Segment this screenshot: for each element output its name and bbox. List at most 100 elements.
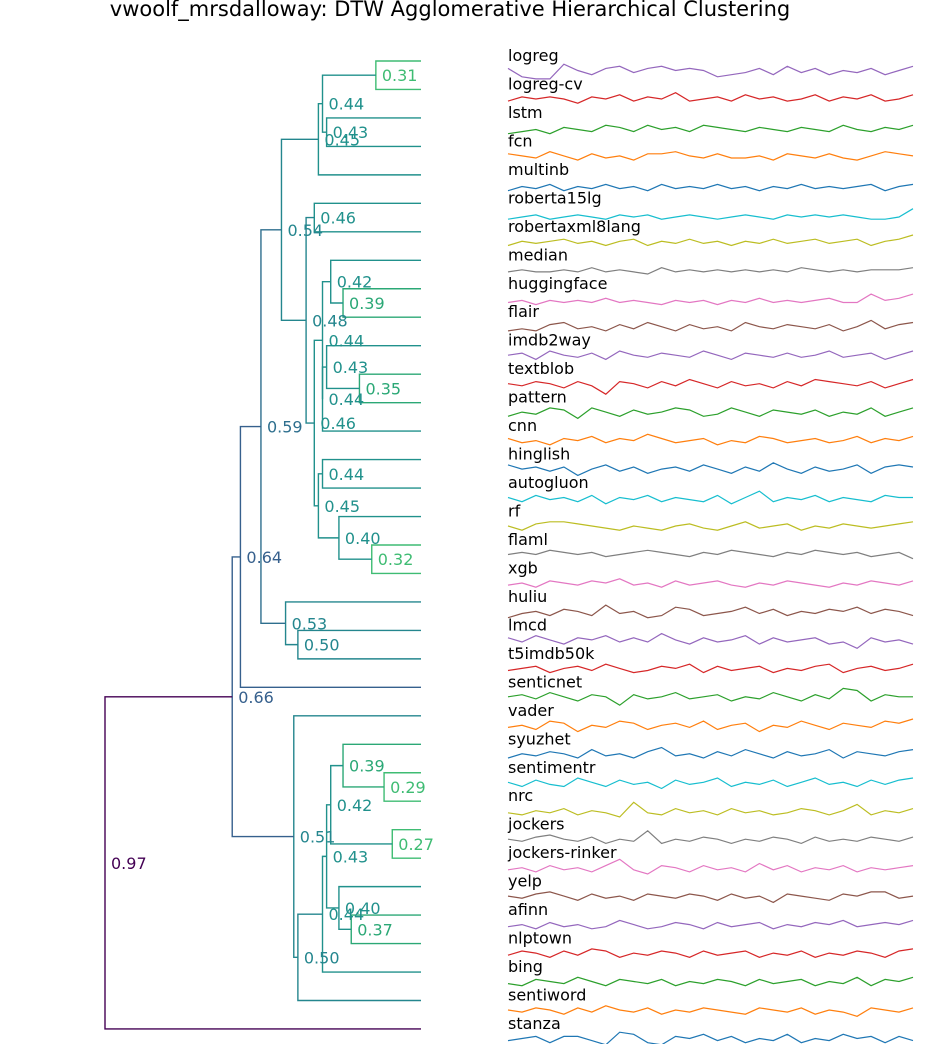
sparkline-logreg-cv xyxy=(507,92,914,104)
leaf-label-rf: rf xyxy=(508,502,521,521)
leaf-label-stanza: stanza xyxy=(508,1014,561,1033)
merge-height-label: 0.54 xyxy=(287,221,323,240)
sparkline-jockers xyxy=(507,830,914,845)
dendrogram-link-m23 xyxy=(383,772,421,802)
dendrogram-link-m27 xyxy=(350,914,421,945)
merge-height-label: 0.29 xyxy=(390,778,426,797)
leaf-label-yelp: yelp xyxy=(508,872,542,891)
sparkline-yelp xyxy=(507,891,914,904)
leaf-label-imdb2way: imdb2way xyxy=(508,331,591,350)
dendrogram-link-m6 xyxy=(342,288,421,318)
merge-height-label: 0.35 xyxy=(365,379,401,398)
leaf-label-huggingface: huggingface xyxy=(508,274,607,293)
merge-height-label: 0.51 xyxy=(300,828,336,847)
merge-height-label: 0.31 xyxy=(382,66,418,85)
leaf-sparklines xyxy=(507,63,914,1044)
sparkline-xgb xyxy=(507,578,914,588)
merge-height-label: 0.53 xyxy=(292,614,328,633)
leaf-label-pattern: pattern xyxy=(508,388,567,407)
sparkline-fcn xyxy=(507,151,914,161)
sparkline-multinb xyxy=(507,183,914,192)
leaf-label-fcn: fcn xyxy=(508,131,533,150)
sparkline-stanza xyxy=(507,1031,914,1044)
merge-height-label: 0.59 xyxy=(267,418,303,437)
merge-height-label: 0.66 xyxy=(238,688,274,707)
dendrogram-link-m15 xyxy=(317,473,339,539)
leaf-label-nrc: nrc xyxy=(508,786,533,805)
leaf-label-robertaxml8lang: robertaxml8lang xyxy=(508,217,641,236)
sparkline-sentimentr xyxy=(507,777,914,790)
sparkline-flaml xyxy=(507,549,914,560)
merge-height-label: 0.43 xyxy=(333,358,369,377)
merge-height-label: 0.44 xyxy=(329,331,365,350)
dendrogram-link-m3 xyxy=(321,74,376,133)
leaf-label-flaml: flaml xyxy=(508,530,548,549)
leaf-label-bing: bing xyxy=(508,957,543,976)
leaf-label-jockers-rinker: jockers-rinker xyxy=(507,843,617,862)
merge-height-label: 0.43 xyxy=(333,123,369,142)
leaf-label-lmcd: lmcd xyxy=(508,615,547,634)
sparkline-imdb2way xyxy=(507,350,914,361)
leaf-label-nlptown: nlptown xyxy=(508,929,572,948)
sparkline-autogluon xyxy=(507,490,913,505)
merge-height-label: 0.40 xyxy=(345,529,381,548)
dendrogram-link-m8 xyxy=(358,373,421,404)
merge-height-label: 0.40 xyxy=(345,899,381,918)
sparkline-afinn xyxy=(507,919,914,930)
dendrogram-link-m30 xyxy=(321,855,421,973)
merge-height-label: 0.46 xyxy=(320,414,356,433)
dendrogram-link-m22 xyxy=(239,425,421,689)
sparkline-jockers-rinker xyxy=(507,858,914,875)
merge-height-label: 0.37 xyxy=(357,920,393,939)
merge-height-label: 0.39 xyxy=(349,294,385,313)
merge-height-label: 0.42 xyxy=(337,796,373,815)
leaf-label-syuzhet: syuzhet xyxy=(508,729,571,748)
sparkline-median xyxy=(507,267,914,275)
merge-height-label: 0.39 xyxy=(349,757,385,776)
dendrogram-tree: 0.31 0.43 0.44 0.45 0.46 0.39 0.42 0.35 0.43 0.44… xyxy=(104,60,434,1030)
sparkline-nrc xyxy=(507,801,914,818)
leaf-label-senticnet: senticnet xyxy=(508,672,582,691)
sparkline-rf xyxy=(507,521,914,531)
leaf-label-logreg: logreg xyxy=(508,46,559,65)
sparkline-roberta15lg xyxy=(507,208,914,220)
leaf-label-afinn: afinn xyxy=(508,900,548,919)
merge-height-label: 0.64 xyxy=(246,548,282,567)
leaf-label-vader: vader xyxy=(508,701,554,720)
leaf-label-sentiword: sentiword xyxy=(508,986,586,1005)
sparkline-huggingface xyxy=(507,293,914,306)
sparkline-hinglish xyxy=(507,462,914,477)
merge-height-label: 0.50 xyxy=(304,948,340,967)
sparkline-lmcd xyxy=(507,632,914,649)
dendrogram-link-m16 xyxy=(313,339,323,507)
dendrogram-link-m24 xyxy=(342,743,421,788)
leaf-label-flair: flair xyxy=(508,302,539,321)
merge-height-label: 0.97 xyxy=(111,854,147,873)
leaf-label-median: median xyxy=(508,245,568,264)
leaf-label-autogluon: autogluon xyxy=(508,473,589,492)
leaf-label-xgb: xgb xyxy=(508,558,538,577)
dendrogram-link-m33 xyxy=(231,556,294,838)
sparkline-pattern xyxy=(507,407,914,420)
sparkline-nlptown xyxy=(507,948,914,958)
leaf-label-lstm: lstm xyxy=(508,103,543,122)
leaf-label-huliu: huliu xyxy=(508,587,547,606)
dendrogram-link-m12 xyxy=(321,458,421,489)
dendrogram-link-m25 xyxy=(391,828,421,859)
sparkline-huliu xyxy=(507,604,914,619)
merge-height-label: 0.44 xyxy=(329,465,365,484)
merge-height-label: 0.27 xyxy=(398,835,434,854)
sparkline-robertaxml8lang xyxy=(507,234,914,247)
merge-height-label: 0.45 xyxy=(324,130,360,149)
leaf-label-textblob: textblob xyxy=(508,359,574,378)
leaf-label-jockers: jockers xyxy=(507,815,564,834)
merge-height-label: 0.44 xyxy=(329,390,365,409)
leaf-label-t5imdb50k: t5imdb50k xyxy=(508,644,595,663)
merge-height-label: 0.32 xyxy=(378,550,414,569)
leaf-labels: logreg logreg-cv lstm fcn multinb roberta15lg… xyxy=(507,46,641,1033)
merge-height-label: 0.42 xyxy=(337,273,373,292)
merge-height-label: 0.46 xyxy=(320,209,356,228)
leaf-label-logreg-cv: logreg-cv xyxy=(508,74,583,93)
dendrogram-link-m11 xyxy=(321,280,331,400)
sparkline-vader xyxy=(507,718,914,733)
